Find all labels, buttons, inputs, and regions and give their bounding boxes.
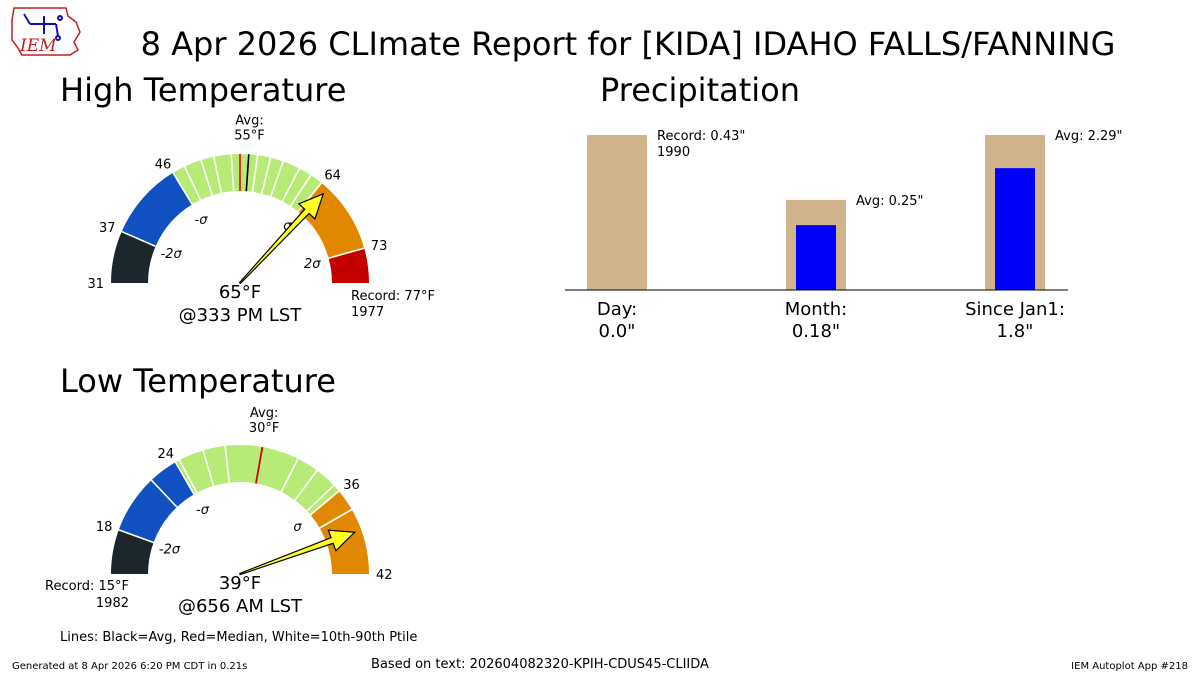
- gauge-title: Low Temperature: [60, 362, 336, 400]
- gauge-tick-label: 37: [99, 221, 116, 236]
- percentile-line: [306, 484, 335, 512]
- footer-app-id: IEM Autoplot App #218: [1071, 661, 1188, 672]
- gauge-band-blue: [118, 462, 194, 543]
- sigma-label: σ: [293, 520, 302, 535]
- legend-note: Lines: Black=Avg, Red=Median, White=10th…: [60, 630, 417, 645]
- percentile-line: [212, 156, 223, 194]
- sigma-label: σ: [283, 219, 292, 234]
- gauge-tick-label: 36: [343, 478, 360, 493]
- percentile-line: [280, 458, 299, 493]
- percentile-line: [319, 508, 353, 529]
- precip-annotation: Record: 0.43" 1990: [657, 129, 745, 160]
- percentile-line: [178, 459, 198, 494]
- gauge-tick-label: 42: [376, 568, 393, 583]
- gauge-band-red: [328, 248, 369, 283]
- sigma-boundary-line: [328, 247, 365, 259]
- percentile-line: [230, 154, 235, 192]
- sigma-label: -2σ: [161, 247, 183, 262]
- percentile-line: [251, 155, 259, 192]
- percentile-line: [202, 450, 215, 487]
- sigma-boundary-line: [118, 529, 154, 544]
- average-label: Avg: 55°F: [234, 113, 265, 143]
- precip-title: Precipitation: [600, 71, 800, 109]
- sigma-boundary-line: [309, 490, 340, 516]
- average-label: Avg: 30°F: [249, 406, 280, 436]
- sigma-boundary-line: [172, 172, 193, 205]
- average-line: [245, 154, 250, 192]
- observed-value: 65°F: [219, 282, 261, 303]
- percentile-line: [281, 168, 301, 202]
- gauge-band-dark: [111, 231, 156, 283]
- weather-station-icon: [23, 13, 63, 41]
- precip-annotation: Avg: 0.25": [856, 194, 924, 209]
- logo-text: IEM: [19, 36, 57, 56]
- percentile-line: [224, 445, 231, 483]
- gauge-tick-label: 64: [324, 168, 341, 183]
- precip-category-label: Month: 0.18": [785, 299, 847, 342]
- low-temperature-gauge: Low Temperature -2σ -σ σ Avg: 30°F 18 24 36 42 39°…: [45, 362, 393, 617]
- gauge-band-blue: [121, 172, 193, 247]
- gauge-tick-label: 31: [87, 277, 104, 292]
- sigma-label: 2σ: [304, 257, 321, 272]
- precip-category-label: Day: 0.0": [597, 299, 637, 342]
- precip-record-bar: [587, 135, 647, 290]
- gauge-tick-label: 46: [155, 157, 172, 172]
- precip-observed-bar: [796, 225, 836, 290]
- record-label: Record: 15°F 1982: [45, 579, 129, 611]
- median-line: [255, 446, 264, 484]
- sigma-boundary-line: [174, 461, 195, 495]
- observed-time: @656 AM LST: [178, 596, 303, 617]
- percentile-line: [200, 159, 213, 196]
- gauge-needle: [238, 192, 325, 285]
- iem-logo: IEM: [11, 7, 81, 56]
- sigma-label: -σ: [196, 503, 210, 518]
- precip-category-label: Since Jan1: 1.8": [965, 299, 1065, 342]
- footer-generated: Generated at 8 Apr 2026 6:20 PM CDT in 0…: [12, 661, 247, 672]
- gauge-tick-label: 24: [157, 447, 174, 462]
- gauge-tick-label: 18: [96, 520, 113, 535]
- percentile-line: [289, 174, 312, 207]
- percentile-line: [270, 161, 284, 197]
- footer-source-text: Based on text: 202604082320-KPIH-CDUS45-…: [371, 657, 709, 672]
- gauge-needle: [239, 529, 356, 576]
- precipitation-chart: Precipitation Record: 0.43" 1990 Day: 0.0" Av…: [565, 71, 1123, 342]
- gauge-title: High Temperature: [60, 71, 346, 109]
- sigma-label: -σ: [195, 213, 209, 228]
- precip-annotation: Avg: 2.29": [1055, 129, 1123, 144]
- gauge-band-dark: [111, 529, 154, 574]
- observed-value: 39°F: [219, 573, 261, 594]
- percentile-line: [150, 479, 178, 508]
- sigma-boundary-line: [121, 230, 156, 248]
- precip-observed-bar: [995, 168, 1035, 290]
- sigma-label: -2σ: [159, 542, 181, 557]
- observed-time: @333 PM LST: [179, 305, 303, 326]
- percentile-line: [294, 470, 318, 501]
- percentile-line: [183, 166, 202, 201]
- gauge-tick-label: 73: [371, 239, 388, 254]
- high-temperature-gauge: High Temperature -2σ -σ σ 2σ Avg: 55°F 31 37 46 64…: [60, 71, 435, 326]
- percentile-line: [261, 157, 272, 194]
- record-label: Record: 77°F 1977: [351, 289, 435, 320]
- page-title: 8 Apr 2026 CLImate Report for [KIDA] IDA…: [141, 25, 1116, 63]
